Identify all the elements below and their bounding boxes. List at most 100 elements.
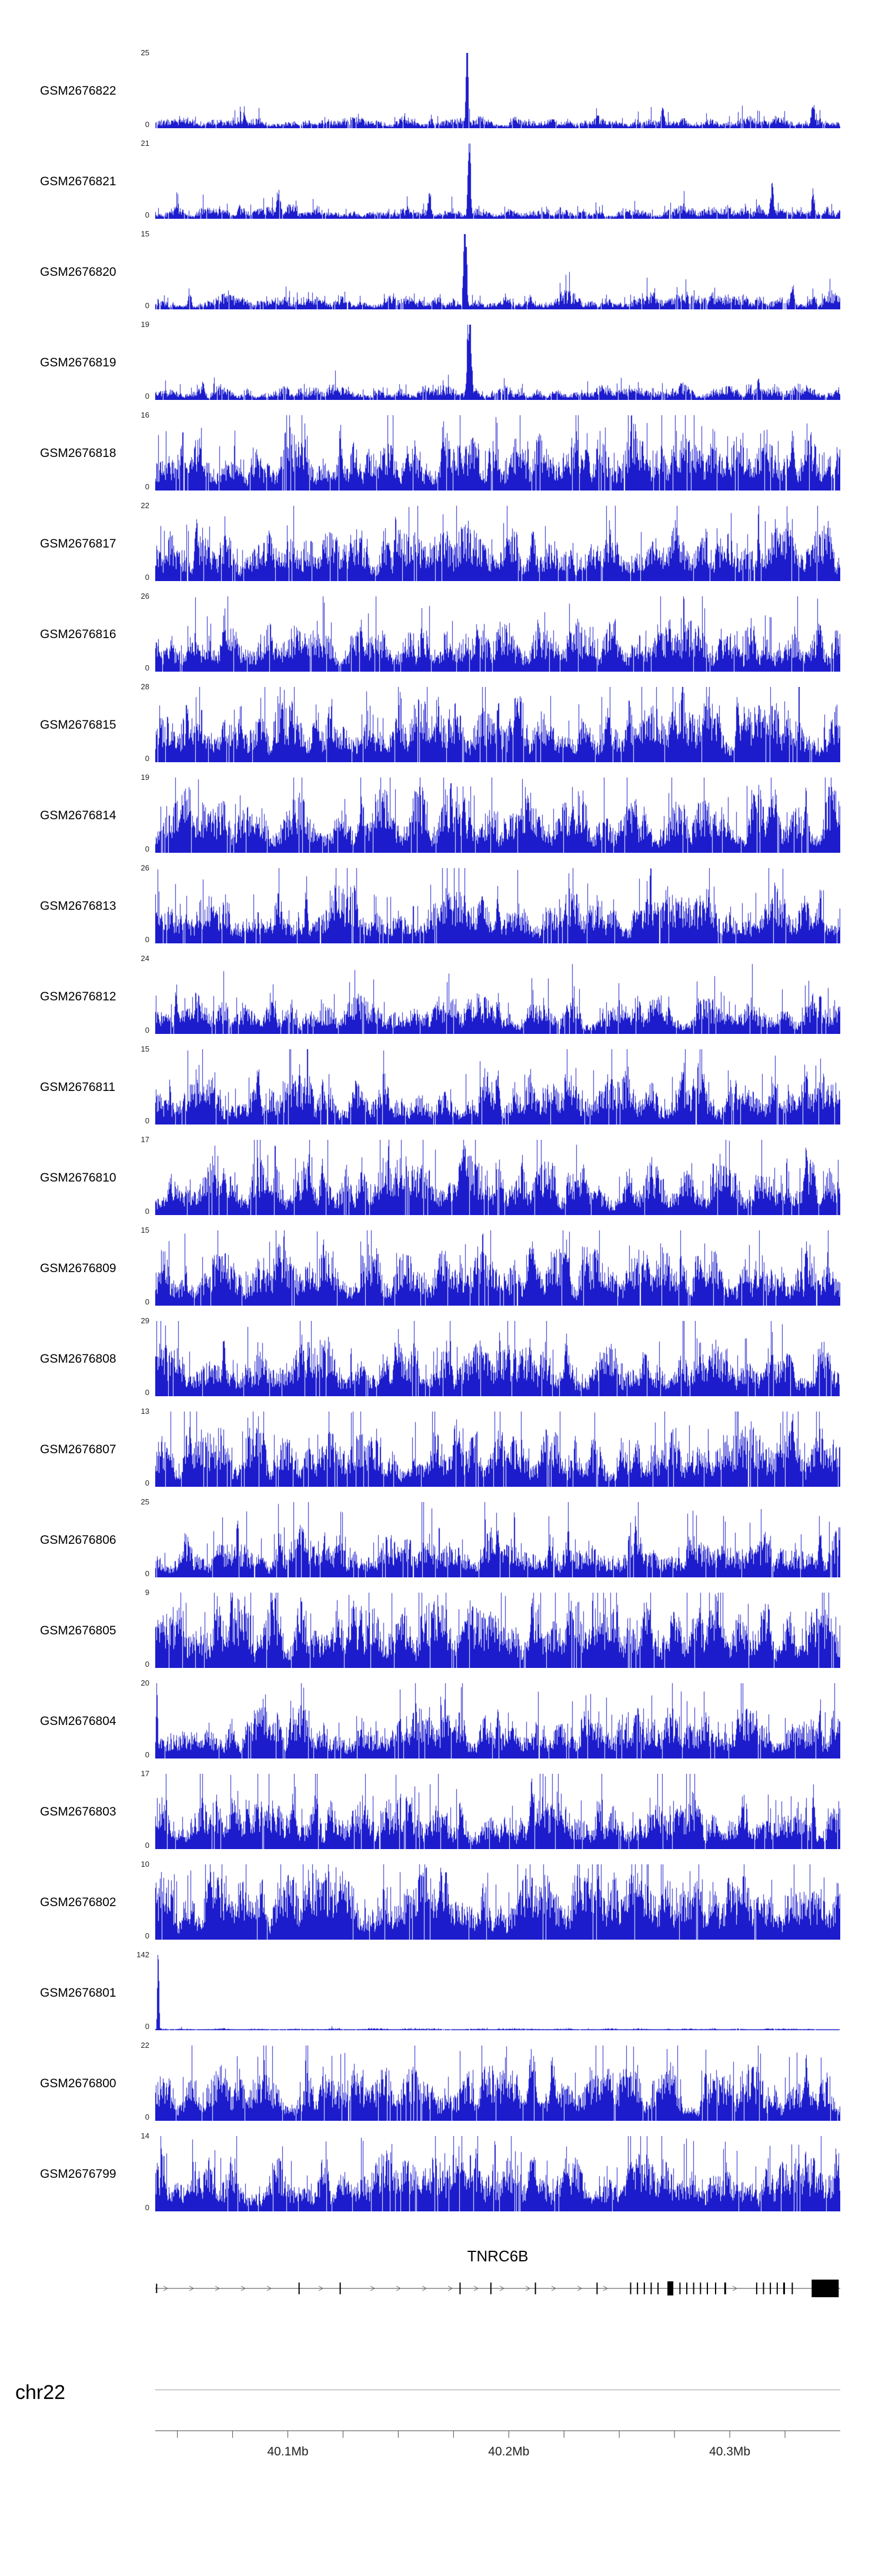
track-ymin-label: 0 [145, 2113, 149, 2121]
track-ymax-label: 9 [145, 1588, 149, 1597]
signal-canvas [155, 1049, 840, 1125]
track-row: GSM2676805 9 0 [0, 1581, 882, 1671]
track-ymax-label: 142 [136, 1950, 149, 1959]
track-ymax-label: 25 [141, 48, 149, 57]
signal-canvas [155, 1321, 840, 1396]
gene-track: TNRC6B [0, 2247, 882, 2324]
track-label: GSM2676806 [40, 1533, 116, 1547]
track-row: GSM2676810 17 0 [0, 1128, 882, 1219]
track-row: GSM2676809 15 0 [0, 1219, 882, 1309]
track-label: GSM2676818 [40, 446, 116, 460]
track-ymin-label: 0 [145, 301, 149, 310]
svg-text:40.2Mb: 40.2Mb [488, 2445, 529, 2458]
signal-canvas [155, 778, 840, 853]
track-ymin-label: 0 [145, 1297, 149, 1306]
signal-canvas [155, 2046, 840, 2121]
track-label: GSM2676805 [40, 1624, 116, 1637]
track-ymax-label: 28 [141, 682, 149, 691]
track-ymin-label: 0 [145, 120, 149, 129]
track-label: GSM2676821 [40, 175, 116, 188]
track-label: GSM2676800 [40, 2077, 116, 2090]
track-row: GSM2676800 22 0 [0, 2034, 882, 2124]
track-ymin-label: 0 [145, 2203, 149, 2212]
track-label: GSM2676814 [40, 809, 116, 822]
track-row: GSM2676812 24 0 [0, 947, 882, 1037]
track-row: GSM2676822 25 0 [0, 41, 882, 132]
track-row: GSM2676807 13 0 [0, 1400, 882, 1490]
track-ymax-label: 15 [141, 1226, 149, 1234]
track-ymin-label: 0 [145, 1841, 149, 1850]
signal-canvas [155, 1230, 840, 1306]
coverage-tracks: GSM2676822 25 0 GSM2676821 21 0 GSM26768… [0, 41, 882, 2215]
track-label: GSM2676817 [40, 537, 116, 550]
track-ymin-label: 0 [145, 1388, 149, 1397]
track-label: GSM2676815 [40, 718, 116, 732]
track-ymax-label: 13 [141, 1407, 149, 1416]
track-ymin-label: 0 [145, 573, 149, 582]
track-row: GSM2676799 14 0 [0, 2124, 882, 2215]
track-ymin-label: 0 [145, 211, 149, 219]
signal-canvas [155, 1955, 840, 2030]
gene-name-label: TNRC6B [467, 2247, 529, 2265]
track-label: GSM2676811 [40, 1080, 116, 1094]
track-ymax-label: 22 [141, 2041, 149, 2050]
signal-canvas [155, 1864, 840, 1940]
signal-canvas [155, 687, 840, 762]
track-row: GSM2676811 15 0 [0, 1037, 882, 1128]
track-ymin-label: 0 [145, 1931, 149, 1940]
chromosome-label: chr22 [15, 2381, 66, 2404]
track-label: GSM2676813 [40, 899, 116, 913]
track-label: GSM2676802 [40, 1896, 116, 1909]
gene-model [155, 2280, 840, 2297]
svg-text:40.3Mb: 40.3Mb [709, 2445, 750, 2458]
track-ymin-label: 0 [145, 1479, 149, 1487]
track-ymax-label: 14 [141, 2131, 149, 2140]
track-row: GSM2676803 17 0 [0, 1762, 882, 1853]
track-ymin-label: 0 [145, 754, 149, 763]
signal-canvas [155, 325, 840, 400]
genome-axis: chr22 40.1Mb 40.2Mb 40.3Mb [0, 2359, 882, 2518]
track-ymin-label: 0 [145, 1026, 149, 1035]
signal-canvas [155, 868, 840, 943]
signal-canvas [155, 596, 840, 672]
signal-canvas [155, 415, 840, 490]
signal-canvas [155, 1412, 840, 1487]
track-label: GSM2676807 [40, 1443, 116, 1456]
signal-canvas [155, 234, 840, 309]
track-row: GSM2676814 19 0 [0, 766, 882, 856]
signal-canvas [155, 1140, 840, 1215]
track-ymin-label: 0 [145, 1660, 149, 1669]
track-ymin-label: 0 [145, 935, 149, 944]
track-label: GSM2676822 [40, 84, 116, 98]
track-row: GSM2676801 142 0 [0, 1943, 882, 2034]
track-ymax-label: 26 [141, 592, 149, 600]
track-ymax-label: 20 [141, 1679, 149, 1687]
track-row: GSM2676802 10 0 [0, 1853, 882, 1943]
track-label: GSM2676820 [40, 265, 116, 279]
track-row: GSM2676804 20 0 [0, 1671, 882, 1762]
track-row: GSM2676806 25 0 [0, 1490, 882, 1581]
track-label: GSM2676812 [40, 990, 116, 1003]
track-ymax-label: 19 [141, 320, 149, 329]
track-label: GSM2676816 [40, 628, 116, 641]
track-ymax-label: 15 [141, 1045, 149, 1053]
track-label: GSM2676804 [40, 1714, 116, 1728]
track-ymin-label: 0 [145, 482, 149, 491]
track-ymax-label: 29 [141, 1316, 149, 1325]
track-label: GSM2676819 [40, 356, 116, 369]
track-ymax-label: 26 [141, 863, 149, 872]
signal-canvas [155, 1774, 840, 1849]
signal-canvas [155, 53, 840, 128]
track-ymin-label: 0 [145, 1750, 149, 1759]
track-ymax-label: 16 [141, 411, 149, 419]
track-ymax-label: 25 [141, 1497, 149, 1506]
signal-canvas [155, 1502, 840, 1577]
track-row: GSM2676815 28 0 [0, 675, 882, 766]
signal-canvas [155, 2136, 840, 2211]
track-ymin-label: 0 [145, 845, 149, 853]
track-ymin-label: 0 [145, 1116, 149, 1125]
track-row: GSM2676820 15 0 [0, 222, 882, 313]
track-ymax-label: 22 [141, 501, 149, 510]
track-label: GSM2676808 [40, 1352, 116, 1366]
